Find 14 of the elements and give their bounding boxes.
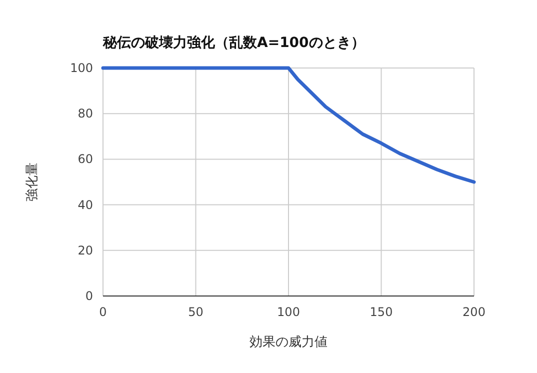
y-tick-label: 20: [78, 243, 93, 258]
y-tick-label: 60: [78, 152, 93, 166]
x-tick-label: 50: [188, 305, 204, 319]
x-axis-title: 効果の威力値: [250, 335, 328, 350]
y-tick-label: 100: [70, 61, 93, 75]
y-tick-label: 0: [85, 289, 93, 303]
y-tick-label: 40: [78, 198, 93, 212]
x-tick-label: 200: [462, 305, 486, 319]
x-tick-label: 150: [370, 305, 393, 319]
x-tick-label: 0: [99, 305, 107, 319]
chart-title: 秘伝の破壊力強化（乱数A=100のとき）: [102, 35, 365, 51]
x-tick-label: 100: [277, 305, 300, 319]
y-tick-label: 80: [78, 106, 93, 121]
y-axis-title: 強化量: [25, 162, 40, 202]
